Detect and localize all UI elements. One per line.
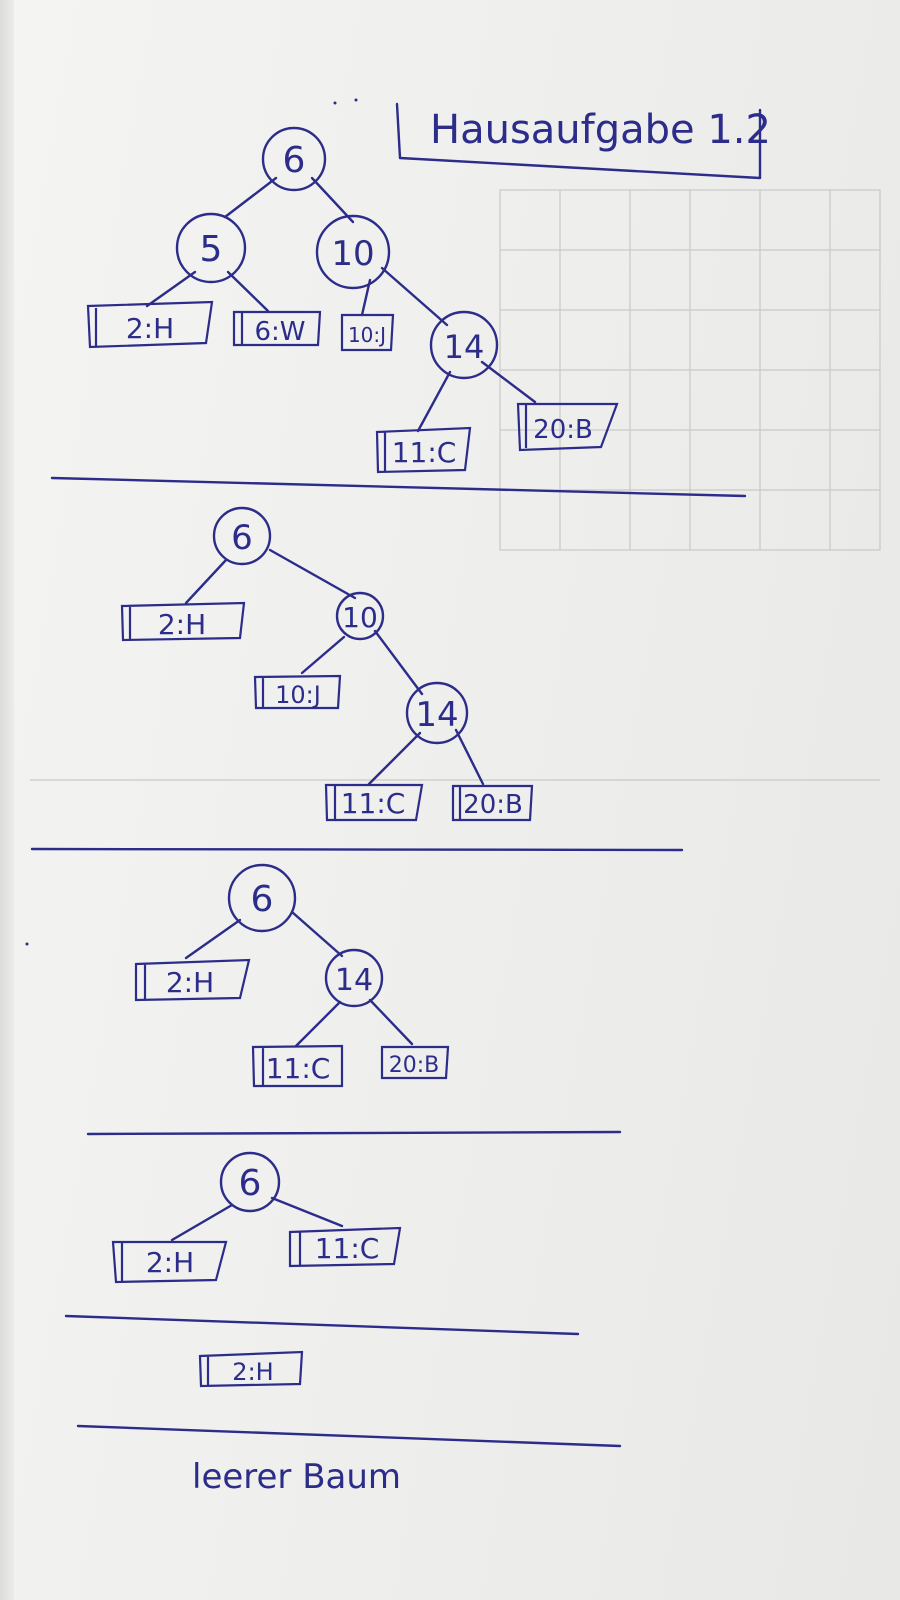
node-label: 10 [331,234,374,274]
leaf-box [253,674,342,710]
node-label: 6 [251,879,274,920]
node-label: 14 [335,963,373,998]
separator-line [86,1130,622,1136]
tree-node [405,681,469,745]
page-title: Hausaufgabe 1.2 [430,107,771,153]
leaf-label: 10:J [275,681,321,709]
tree-node [227,863,297,933]
tree-node [335,591,385,641]
leaf-label: 20:B [463,790,523,820]
tree-node [219,1151,281,1213]
leaf-box [451,784,534,822]
node-label: 6 [239,1163,262,1204]
tree-1: 6 5 10 14 2:H 6:W 10:J 11:C 20:B [86,126,619,474]
tree-node [175,212,247,284]
tree-node [315,214,391,290]
title-box: Hausaufgabe 1.2 [395,102,771,180]
leaf-label: 11:C [341,787,406,820]
leaf-label: 2:H [166,966,214,999]
tree-3: 6 14 2:H 11:C 20:B [134,863,450,1088]
leaf-label: 10:J [348,323,386,347]
leaf-label: 2:H [158,608,206,641]
separator-line [64,1314,580,1336]
leaf-label: 20:B [533,415,593,445]
page-edge [0,0,14,1600]
tree-node [429,310,499,380]
leaf-box [324,783,424,822]
leaf-box [380,1045,450,1080]
leaf-box [134,958,251,1002]
leaf-box [375,426,472,474]
leaf-label: 11:C [315,1232,380,1265]
separator-line [30,847,684,852]
ink-dot [354,98,358,102]
node-label: 10 [342,601,378,634]
tree-node [261,126,327,192]
tree-node [212,506,272,566]
ink-dot [333,101,337,105]
separator-line [50,476,747,498]
leaf-label: 2:H [126,312,174,345]
tree-2: 6 10 14 2:H 10:J 11:C 20:B [120,506,534,822]
leaf-box [111,1240,228,1284]
leaf-label: 2:H [146,1246,194,1279]
leaf-box [86,300,214,349]
separator-line [76,1424,622,1448]
empty-tree-label: leerer Baum [192,1457,401,1497]
leaf-box [232,310,322,347]
show-through-background [30,189,881,781]
leaf-box [288,1226,402,1268]
node-label: 14 [415,695,458,735]
node-label: 5 [200,229,223,270]
leaf-label: 11:C [392,436,457,469]
node-label: 14 [444,328,485,366]
leaf-label: 11:C [266,1052,331,1085]
leaf-label: 6:W [254,317,305,347]
node-label: 6 [283,140,306,181]
leaf-box [198,1350,304,1388]
leaf-box [516,402,619,452]
leaf-label: 2:H [232,1358,273,1386]
tree-4: 6 2:H 11:C [111,1151,402,1284]
tree-node [324,948,384,1008]
leaf-box [251,1044,344,1088]
tree-5: 2:H [198,1350,304,1388]
node-label: 6 [231,518,253,558]
leaf-box [340,313,395,352]
leaf-label: 20:B [389,1053,440,1078]
leaf-box [120,601,246,642]
ink-dot [25,942,29,946]
